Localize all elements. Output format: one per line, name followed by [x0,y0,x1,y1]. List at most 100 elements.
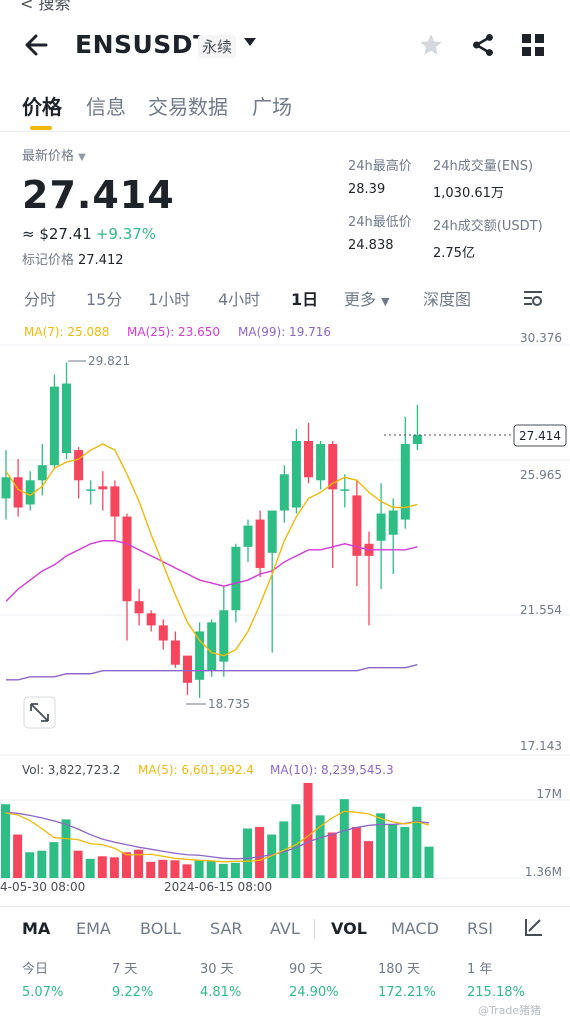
price-tick-label: 17.143 [520,739,562,753]
candle [243,525,253,547]
volume-bar [206,860,216,878]
candle [98,486,108,490]
divider [314,919,315,939]
vol-ma10-line [5,811,430,860]
volume-bar [339,799,349,878]
indicator-boll[interactable]: BOLL [140,919,182,938]
volume-bar [412,806,422,878]
contract-type-badge: 永续 [198,35,237,58]
current-price-tag [513,424,567,447]
x-tick-label: 4-05-30 08:00 [0,880,85,894]
candle [255,519,265,568]
candles [1,362,422,698]
vol-legend: Vol: 3,822,723.2 MA(5): 6,601,992.4 MA(1… [22,763,394,777]
volume-bar [49,842,59,878]
mark-price: 标记价格 27.412 [22,253,124,268]
volume-bar [146,861,156,878]
candle [170,640,180,665]
price-tick-label: 25.965 [520,468,562,482]
indicator-macd[interactable]: MACD [391,919,439,938]
candlestick-chart[interactable]: MA(7): 25.088 MA(25): 23.650 MA(99): 19.… [0,320,570,910]
tab-info[interactable]: 信息 [86,95,126,119]
chevron-down-icon[interactable] [244,38,256,46]
tab-trading-data[interactable]: 交易数据 [148,95,228,119]
volume-bar [303,783,313,878]
volume-bar [218,863,228,878]
main-tabs: 价格 信息 交易数据 广场 [0,88,570,132]
back-search-link[interactable]: < 搜索 [20,0,71,13]
candle [376,513,386,541]
indicator-sar[interactable]: SAR [210,919,243,938]
vol-legend-value: Vol: 3,822,723.2 [22,763,120,777]
indicator-avl[interactable]: AVL [270,919,300,938]
interval-timeline[interactable]: 分时 [24,290,57,309]
ma7-line [5,443,418,657]
latest-price-label[interactable]: 最新价格 ▼ [22,149,86,164]
last-price: 27.414 [22,173,175,217]
change-percent: +9.37% [95,225,157,243]
volume-bar [61,819,71,878]
interval-depth[interactable]: 深度图 [423,290,472,309]
low-label: 24h最低价 [348,215,412,230]
active-tab-indicator [30,126,52,130]
indicator-ema[interactable]: EMA [76,919,111,938]
volume-bar [194,860,204,878]
ma-legend: MA(7): 25.088 MA(25): 23.650 MA(99): 19.… [24,325,331,339]
candle [122,516,132,602]
tab-price[interactable]: 价格 [22,95,62,119]
interval-1h[interactable]: 1小时 [148,290,191,309]
x-tick-label: 2024-06-15 08:00 [164,880,272,894]
price-tick-label: 21.554 [520,603,562,617]
volume-bar [376,813,386,878]
watermark: @Trade猪猪 [478,1004,542,1017]
expand-icon[interactable] [23,696,56,729]
header: ENSUSDT 永续 [0,22,570,68]
indicator-ma[interactable]: MA [22,919,51,938]
stats-col-2: 24h成交量(ENS) 1,030.61万 24h成交额(USDT) 2.75亿 [433,155,543,261]
volume-bar [37,850,47,878]
interval-more[interactable]: 更多 ▼ [344,290,390,309]
candle [134,601,144,614]
candle [158,625,168,641]
volume-bar [400,826,410,878]
interval-4h[interactable]: 4小时 [218,290,261,309]
perf-90d: 90 天 24.90% [289,962,339,1000]
star-icon[interactable] [418,32,444,62]
volume-bars [1,783,434,878]
candle [412,434,422,445]
volume-bar [364,841,373,878]
symbol-title[interactable]: ENSUSDT [75,30,211,59]
candle [267,510,277,553]
candle [207,622,217,671]
stats-col-1: 24h最高价 28.39 24h最低价 24.838 [348,155,412,253]
volume-bar [158,859,168,878]
candle [110,486,120,517]
grid-icon[interactable] [522,34,544,60]
volume-bar [255,826,265,878]
candle [388,510,398,535]
pencil-chart-icon[interactable] [524,917,544,941]
high-marker: 29.821 [88,354,130,368]
interval-15m[interactable]: 15分 [86,290,123,309]
settings-icon[interactable] [522,288,544,312]
vol-ma5-line [5,810,430,863]
perf-30d: 30 天 4.81% [200,962,242,1000]
ma99-legend: MA(99): 19.716 [238,325,331,339]
interval-1d[interactable]: 1日 [291,290,319,309]
volume-bar [315,815,325,878]
candle [328,444,338,490]
arrow-left-icon[interactable] [22,30,52,60]
perf-7d: 7 天 9.22% [112,962,154,1000]
indicator-vol[interactable]: VOL [331,919,367,938]
volume-bar [170,860,180,878]
candle [146,613,156,626]
interval-bar: 分时 15分 1小时 4小时 1日 更多 ▼ 深度图 [0,286,570,314]
volume-value: 1,030.61万 [433,186,504,201]
perf-1y: 1 年 215.18% [467,962,525,1000]
tab-square[interactable]: 广场 [252,95,292,119]
vol-tick-label: 1.36M [525,865,562,879]
low-marker: 18.735 [208,697,250,711]
indicator-rsi[interactable]: RSI [467,919,493,938]
share-icon[interactable] [470,32,496,62]
perf-180d: 180 天 172.21% [378,962,436,1000]
